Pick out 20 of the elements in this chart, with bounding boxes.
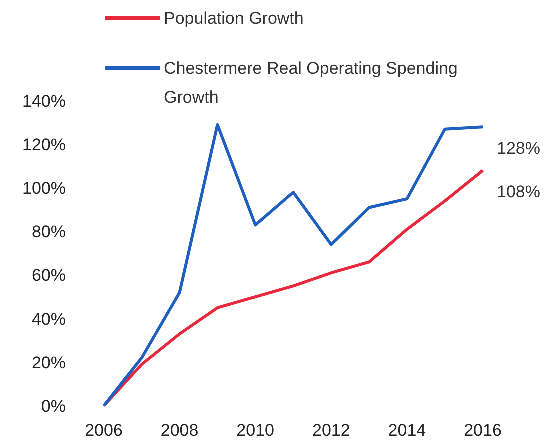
y-tick-label: 140%: [22, 92, 66, 111]
annotation: 128%: [497, 139, 540, 158]
y-tick-label: 0%: [41, 396, 66, 416]
x-tick-label: 2016: [464, 421, 502, 440]
y-tick-label: 120%: [22, 136, 66, 155]
legend-label: Chestermere Real Operating Spending Growth: [164, 59, 458, 107]
y-tick-label: 20%: [32, 353, 66, 372]
legend-label: Population Growth: [164, 9, 304, 28]
annotation: 108%: [497, 182, 540, 202]
line-series: [102, 123, 484, 408]
y-tick-label: 40%: [32, 310, 66, 329]
x-tick-label: 2010: [236, 421, 275, 440]
x-tick-label: 2008: [160, 421, 199, 440]
line-series: [102, 169, 484, 408]
x-tick-label: 2012: [312, 421, 350, 440]
y-tick-label: 100%: [22, 179, 66, 198]
y-tick-label: 60%: [32, 266, 66, 286]
y-tick-label: 80%: [32, 222, 66, 242]
x-tick-label: 2014: [388, 421, 426, 440]
x-tick-label: 2006: [85, 421, 123, 440]
